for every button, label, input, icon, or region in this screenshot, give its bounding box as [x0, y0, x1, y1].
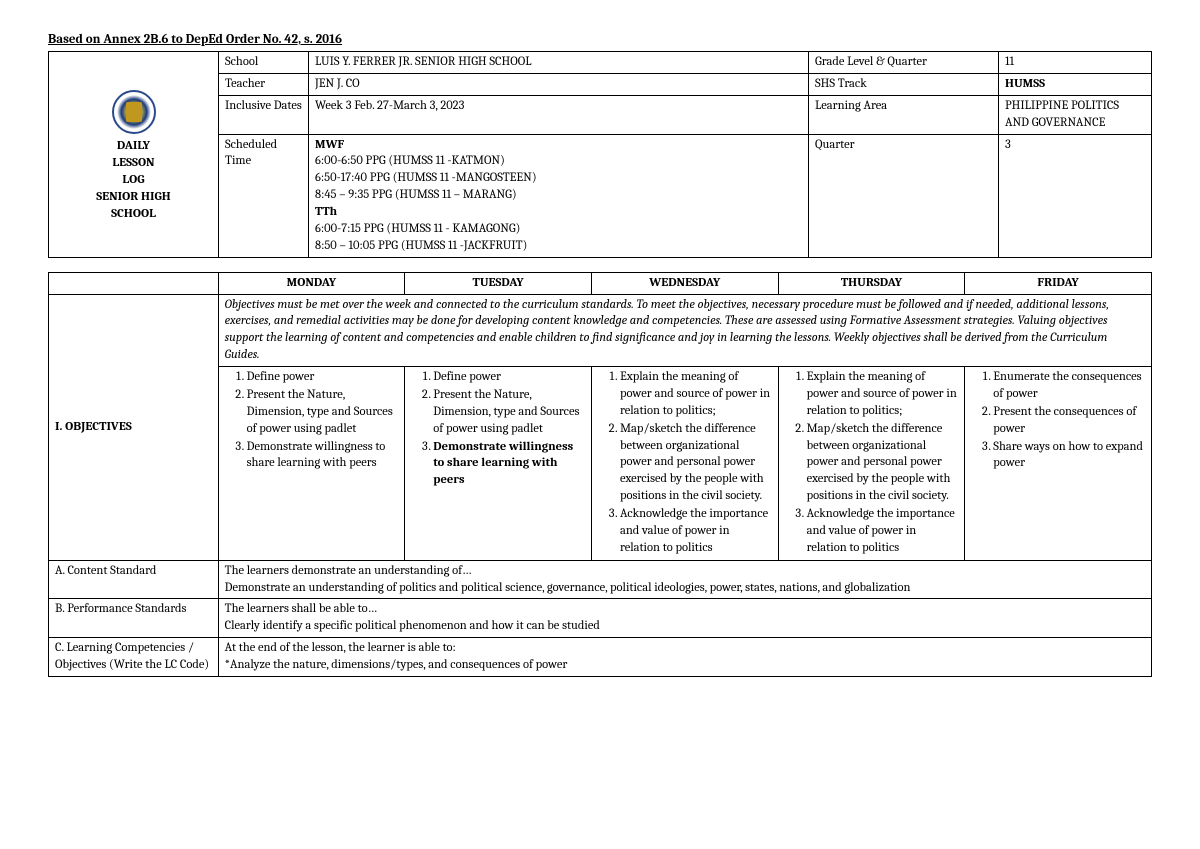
value-school: LUIS Y. FERRER JR. SENIOR HIGH SCHOOL — [309, 52, 809, 74]
objectives-note: Objectives must be met over the week and… — [218, 294, 1151, 367]
learning-comp-value: At the end of the lesson, the learner is… — [218, 638, 1151, 677]
day-mon: MONDAY — [218, 272, 405, 294]
value-dates: Week 3 Feb. 27-March 3, 2023 — [309, 95, 809, 134]
value-area: PHILIPPINE POLITICS AND GOVERNANCE — [999, 95, 1152, 134]
day-tue: TUESDAY — [405, 272, 592, 294]
day-fri: FRIDAY — [965, 272, 1152, 294]
section-objectives-label: I. OBJECTIVES — [49, 294, 219, 560]
label-teacher: Teacher — [219, 73, 309, 95]
obj-item: Explain the meaning of power and source … — [620, 369, 772, 420]
obj-mon: Define power Present the Nature, Dimensi… — [218, 367, 405, 561]
perf-std-line2: Clearly identify a specific political ph… — [225, 618, 1145, 635]
header-table: DAILY LESSON LOG SENIOR HIGH SCHOOL Scho… — [48, 51, 1152, 258]
value-grade: 11 — [999, 52, 1152, 74]
sched-line: 6:00-6:50 PPG (HUMSS 11 -KATMON) — [315, 153, 802, 170]
header-left-text: DAILY LESSON LOG SENIOR HIGH SCHOOL — [55, 138, 212, 222]
section-perf-std-label: B. Performance Standards — [49, 599, 219, 638]
obj-item: Define power — [433, 369, 585, 386]
label-quarter: Quarter — [809, 134, 999, 257]
obj-item: Share ways on how to expand power — [993, 439, 1145, 473]
value-teacher: JEN J. CO — [309, 73, 809, 95]
sched-tth-label: TTh — [315, 204, 802, 221]
obj-item: Enumerate the consequences of power — [993, 369, 1145, 403]
perf-std-value: The learners shall be able to… Clearly i… — [218, 599, 1151, 638]
sched-mwf-label: MWF — [315, 137, 802, 154]
section-learning-comp-label: C. Learning Competencies / Objectives (W… — [49, 638, 219, 677]
day-thu: THURSDAY — [778, 272, 965, 294]
content-std-line1: The learners demonstrate an understandin… — [225, 563, 1145, 580]
sched-line: 6:00-7:15 PPG (HUMSS 11 - KAMAGONG) — [315, 221, 802, 238]
sched-line: 6:50-17:40 PPG (HUMSS 11 -MANGOSTEEN) — [315, 170, 802, 187]
days-header-row: MONDAY TUESDAY WEDNESDAY THURSDAY FRIDAY — [49, 272, 1152, 294]
corner-cell — [49, 272, 219, 294]
label-dates: Inclusive Dates — [219, 95, 309, 134]
obj-item: Demonstrate willingness to share learnin… — [433, 439, 585, 490]
obj-fri: Enumerate the consequences of power Pres… — [965, 367, 1152, 561]
sched-line: 8:45 – 9:35 PPG (HUMSS 11 – MARANG) — [315, 187, 802, 204]
sched-line: 8:50 – 10:05 PPG (HUMSS 11 -JACKFRUIT) — [315, 238, 802, 255]
obj-item: Present the Nature, Dimension, type and … — [247, 387, 399, 438]
obj-item: Demonstrate willingness to share learnin… — [247, 439, 399, 473]
obj-item: Acknowledge the importance and value of … — [620, 506, 772, 557]
obj-item: Acknowledge the importance and value of … — [807, 506, 959, 557]
label-time: Scheduled Time — [219, 134, 309, 257]
content-std-value: The learners demonstrate an understandin… — [218, 560, 1151, 599]
value-quarter: 3 — [999, 134, 1152, 257]
label-school: School — [219, 52, 309, 74]
obj-tue: Define power Present the Nature, Dimensi… — [405, 367, 592, 561]
label-area: Learning Area — [809, 95, 999, 134]
document-title: Based on Annex 2B.6 to DepEd Order No. 4… — [48, 32, 1152, 47]
deped-logo-icon — [112, 90, 156, 134]
label-track: SHS Track — [809, 73, 999, 95]
lesson-grid: MONDAY TUESDAY WEDNESDAY THURSDAY FRIDAY… — [48, 272, 1152, 677]
label-grade: Grade Level & Quarter — [809, 52, 999, 74]
obj-item: Map/sketch the difference between organi… — [620, 421, 772, 505]
obj-item: Define power — [247, 369, 399, 386]
header-left-block: DAILY LESSON LOG SENIOR HIGH SCHOOL — [49, 52, 219, 258]
obj-item: Map/sketch the difference between organi… — [807, 421, 959, 505]
section-content-std-label: A. Content Standard — [49, 560, 219, 599]
content-std-line2: Demonstrate an understanding of politics… — [225, 580, 1145, 597]
value-schedule: MWF 6:00-6:50 PPG (HUMSS 11 -KATMON) 6:5… — [309, 134, 809, 257]
obj-item: Explain the meaning of power and source … — [807, 369, 959, 420]
obj-thu: Explain the meaning of power and source … — [778, 367, 965, 561]
obj-wed: Explain the meaning of power and source … — [591, 367, 778, 561]
value-track: HUMSS — [999, 73, 1152, 95]
obj-item: Present the consequences of power — [993, 404, 1145, 438]
perf-std-line1: The learners shall be able to… — [225, 601, 1145, 618]
obj-item: Present the Nature, Dimension, type and … — [433, 387, 585, 438]
learning-comp-line1: At the end of the lesson, the learner is… — [225, 640, 1145, 657]
day-wed: WEDNESDAY — [591, 272, 778, 294]
learning-comp-line2: *Analyze the nature, dimensions/types, a… — [225, 657, 1145, 674]
